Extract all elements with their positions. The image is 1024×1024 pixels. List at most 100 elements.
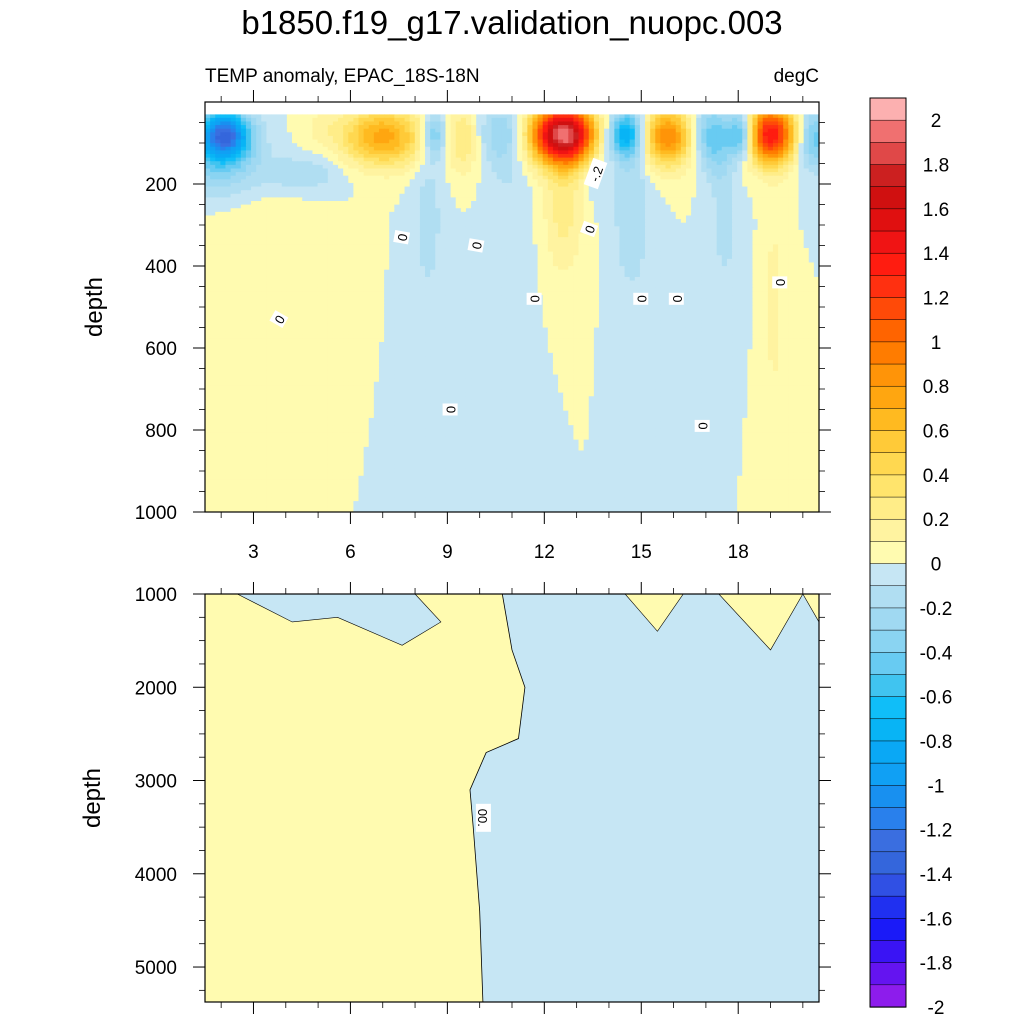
field-cell — [788, 197, 795, 202]
field-cell — [532, 193, 539, 199]
field-cell — [527, 197, 534, 202]
field-cell — [210, 128, 216, 134]
field-cell — [276, 139, 283, 144]
field-cell — [675, 114, 682, 119]
field-cell — [701, 179, 708, 184]
field-cell — [384, 168, 390, 173]
field-cell — [501, 208, 508, 213]
field-cell — [747, 161, 754, 166]
field-cell — [230, 161, 237, 166]
field-cell — [373, 164, 380, 170]
field-cell — [716, 121, 723, 126]
field-cell — [506, 211, 513, 217]
field-cell — [251, 154, 257, 159]
field-cell — [517, 135, 523, 141]
field-cell — [588, 154, 595, 159]
field-cell — [281, 117, 288, 123]
field-cell — [532, 179, 539, 184]
field-cell — [430, 190, 436, 195]
field-cell — [302, 154, 308, 159]
field-cell — [778, 161, 784, 166]
field-cell — [460, 186, 467, 191]
field-cell — [685, 201, 692, 206]
field-cell — [547, 193, 554, 199]
field-cell — [496, 201, 503, 206]
field-cell — [629, 164, 636, 170]
field-cell — [517, 204, 523, 209]
field-cell — [486, 164, 493, 170]
field-cell — [496, 208, 503, 213]
field-cell — [440, 139, 447, 144]
field-cell — [522, 175, 528, 181]
field-cell — [425, 201, 431, 206]
field-cell — [737, 197, 743, 202]
field-cell — [235, 161, 242, 166]
field-cell — [772, 114, 779, 119]
field-cell — [772, 197, 779, 202]
field-cell — [813, 143, 819, 148]
field-cell — [650, 211, 656, 217]
field-cell — [414, 201, 421, 206]
field-cell — [271, 114, 278, 119]
field-cell — [368, 161, 375, 166]
field-cell — [276, 168, 283, 173]
field-cell — [368, 175, 375, 181]
field-cell — [593, 154, 600, 159]
field-cell — [225, 168, 232, 173]
field-cell — [384, 125, 390, 130]
field-cell — [281, 125, 288, 130]
field-cell — [803, 168, 810, 173]
field-cell — [522, 172, 528, 177]
field-cell — [491, 179, 498, 184]
field-cell — [307, 117, 314, 123]
field-cell — [455, 117, 462, 123]
field-cell — [286, 172, 293, 177]
field-cell — [465, 146, 472, 152]
field-cell — [517, 179, 523, 184]
field-cell — [414, 121, 421, 126]
field-cell — [675, 164, 682, 170]
field-cell — [762, 190, 769, 195]
field-cell — [793, 211, 800, 217]
field-cell — [798, 161, 805, 166]
field-cell — [583, 157, 590, 162]
field-cell — [409, 193, 416, 199]
field-cell — [425, 208, 431, 213]
field-cell — [629, 168, 636, 173]
field-cell — [767, 190, 774, 195]
field-cell — [471, 135, 477, 141]
field-cell — [813, 179, 819, 184]
field-cell — [440, 150, 447, 155]
field-cell — [425, 132, 431, 137]
field-cell — [368, 125, 375, 130]
field-cell — [205, 139, 211, 144]
field-cell — [706, 135, 713, 141]
field-cell — [634, 186, 641, 191]
field-cell — [798, 139, 805, 144]
field-cell — [425, 164, 431, 170]
field-cell — [598, 132, 605, 137]
field-cell — [537, 114, 544, 119]
field-cell — [639, 186, 646, 191]
field-cell — [425, 168, 431, 173]
field-cell — [660, 186, 667, 191]
field-cell — [291, 121, 298, 126]
field-cell — [716, 211, 723, 217]
field-cell — [276, 197, 283, 202]
field-cell — [399, 168, 406, 173]
field-cell — [409, 208, 416, 213]
field-cell — [803, 125, 810, 130]
field-cell — [675, 146, 682, 152]
field-cell — [593, 211, 600, 217]
field-cell — [414, 197, 421, 202]
field-cell — [783, 161, 789, 166]
field-cell — [343, 197, 349, 202]
field-cell — [696, 117, 702, 123]
field-cell — [747, 164, 754, 170]
field-cell — [312, 197, 319, 202]
field-cell — [767, 128, 774, 134]
field-cell — [670, 128, 677, 134]
field-cell — [210, 154, 216, 159]
field-cell — [793, 186, 800, 191]
field-cell — [205, 150, 211, 155]
